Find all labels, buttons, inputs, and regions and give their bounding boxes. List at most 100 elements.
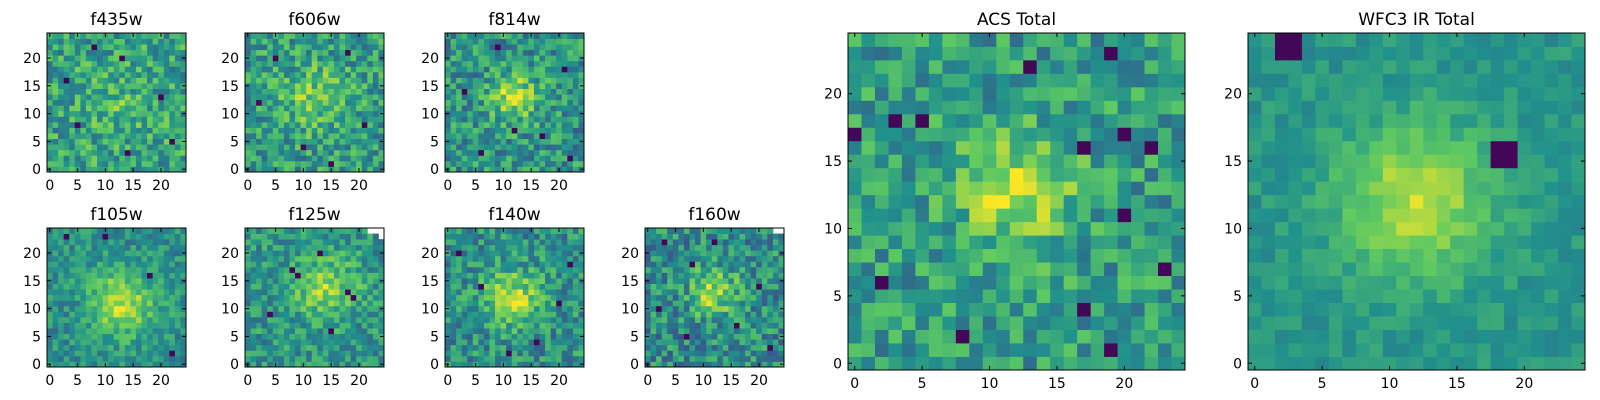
heatmap-cell	[174, 99, 181, 106]
heatmap-cell	[63, 294, 70, 301]
heatmap-cell	[174, 60, 181, 67]
heatmap-cell	[180, 255, 187, 262]
heatmap-cell	[489, 322, 496, 329]
heatmap-cell	[163, 261, 170, 268]
heatmap-cell	[706, 300, 713, 307]
heatmap-cell	[328, 160, 335, 167]
heatmap-cell	[1090, 262, 1105, 277]
heatmap-cell	[772, 289, 779, 296]
heatmap-cell	[130, 144, 137, 151]
heatmap-cell	[69, 105, 76, 112]
heatmap-cell	[74, 138, 81, 145]
heatmap-cell	[955, 167, 970, 182]
heatmap-cell	[267, 88, 274, 95]
heatmap-cell	[74, 278, 81, 284]
heatmap-cell	[97, 300, 103, 307]
heatmap-cell	[300, 339, 307, 346]
heatmap-cell	[350, 289, 357, 296]
heatmap-cell	[289, 328, 296, 335]
heatmap-cell	[556, 250, 563, 257]
heatmap-cell	[756, 239, 763, 246]
heatmap-cell	[91, 127, 98, 134]
heatmap-cell	[180, 121, 187, 128]
heatmap-cell	[656, 233, 663, 240]
heatmap-cell	[733, 244, 740, 251]
heatmap-cell	[1050, 329, 1065, 344]
heatmap-cell	[367, 316, 374, 323]
heatmap-cell	[267, 44, 274, 51]
heatmap-cell	[91, 49, 98, 56]
heatmap-cell	[361, 71, 368, 78]
heatmap-cell	[489, 350, 496, 357]
heatmap-cell	[745, 294, 752, 301]
heatmap-cell	[322, 138, 329, 145]
heatmap-cell	[1104, 181, 1118, 196]
heatmap-cell	[328, 239, 335, 246]
heatmap-cell	[350, 244, 357, 251]
heatmap-cell	[489, 333, 496, 340]
heatmap-cell	[108, 83, 115, 89]
heatmap-cell	[356, 77, 363, 84]
heatmap-cell	[472, 44, 479, 51]
heatmap-cell	[1063, 316, 1078, 330]
heatmap-cell	[261, 261, 268, 268]
heatmap-cell	[372, 333, 379, 340]
heatmap-cell	[80, 110, 87, 117]
heatmap-cell	[339, 339, 346, 346]
heatmap-cell	[456, 272, 463, 279]
heatmap-cell	[85, 133, 92, 140]
heatmap-cell	[91, 266, 98, 273]
heatmap-cell	[311, 60, 318, 67]
heatmap-cell	[163, 228, 170, 234]
heatmap-cell	[915, 194, 930, 209]
heatmap-cell	[163, 316, 170, 323]
heatmap-cell	[528, 88, 535, 95]
heatmap-cell	[278, 294, 285, 301]
heatmap-cell	[756, 272, 763, 279]
heatmap-cell	[158, 316, 165, 323]
heatmap-cell	[91, 88, 98, 95]
heatmap-cell	[567, 49, 574, 56]
heatmap-cell	[848, 154, 862, 169]
heatmap-cell	[561, 233, 568, 240]
heatmap-cell	[778, 322, 785, 329]
heatmap-cell	[1009, 208, 1024, 223]
heatmap-cell	[350, 44, 357, 51]
heatmap-cell	[772, 316, 779, 323]
heatmap-cell	[250, 322, 257, 329]
heatmap-cell	[506, 77, 513, 84]
heatmap-cell	[69, 110, 76, 117]
heatmap-cell	[52, 166, 59, 173]
heatmap-cell	[174, 110, 181, 117]
heatmap-cell	[761, 266, 768, 273]
heatmap-cell	[942, 221, 957, 236]
heatmap-cell	[1117, 275, 1132, 290]
heatmap-cell	[561, 272, 568, 279]
heatmap-cell	[322, 228, 329, 234]
heatmap-cell	[450, 160, 457, 167]
heatmap-cell	[578, 289, 585, 296]
heatmap-cell	[561, 160, 568, 167]
y-tick-label: 10	[421, 107, 439, 123]
heatmap-cell	[91, 94, 98, 101]
heatmap-cell	[124, 261, 131, 268]
heatmap-cell	[717, 228, 724, 234]
heatmap-cell	[289, 244, 296, 251]
heatmap-cell	[367, 44, 374, 51]
heatmap-cell	[174, 239, 181, 246]
heatmap-cell	[256, 155, 263, 162]
heatmap-cell	[174, 339, 181, 346]
heatmap-cell	[158, 116, 165, 123]
heatmap-cell	[261, 361, 268, 368]
heatmap-cell	[113, 300, 120, 307]
heatmap-cell	[52, 355, 59, 362]
heatmap-cell	[450, 116, 457, 123]
heatmap-cell	[561, 361, 568, 368]
heatmap-cell	[567, 121, 574, 128]
heatmap-cell	[328, 121, 335, 128]
heatmap-cell	[147, 244, 154, 251]
heatmap-cell	[311, 127, 318, 134]
heatmap-cell	[356, 133, 363, 140]
heatmap-cell	[147, 294, 154, 301]
